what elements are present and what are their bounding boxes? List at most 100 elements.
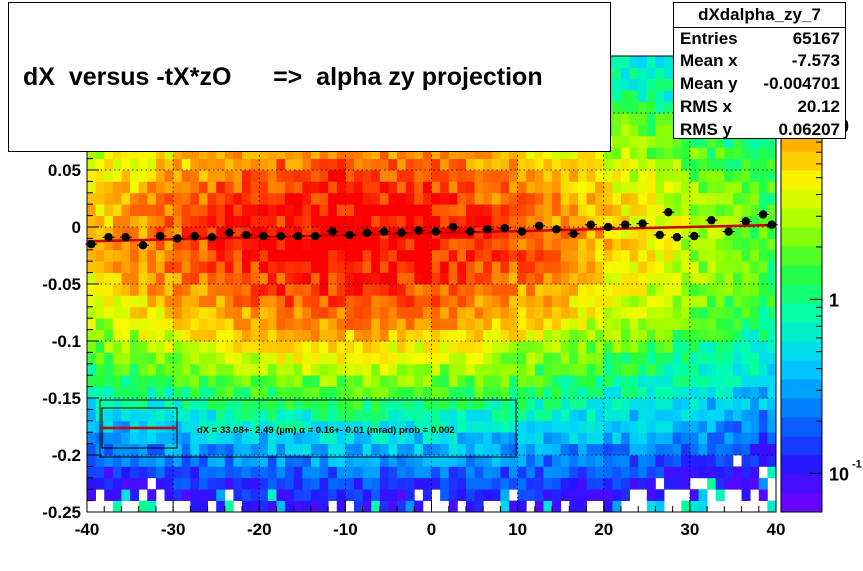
heatmap-cell (173, 375, 183, 387)
heatmap-cell (293, 398, 303, 410)
heatmap-cell (595, 261, 605, 273)
heatmap-cell (500, 227, 510, 239)
heatmap-cell (465, 215, 475, 228)
heatmap-cell (164, 181, 174, 194)
heatmap-cell (655, 375, 665, 387)
heatmap-cell (526, 318, 536, 330)
heatmap-cell (629, 204, 639, 216)
heatmap-cell (483, 352, 493, 365)
profile-point (758, 210, 768, 219)
heatmap-cell (569, 249, 579, 262)
heatmap-cell (629, 420, 639, 433)
heatmap-cell (560, 409, 570, 422)
heatmap-cell (414, 192, 424, 205)
heatmap-cell (646, 135, 656, 148)
heatmap-cell (224, 215, 234, 228)
heatmap-cell (336, 261, 346, 273)
profile-point (500, 223, 509, 233)
heatmap-cell (741, 398, 751, 410)
heatmap-cell (724, 238, 734, 251)
heatmap-cell (560, 386, 570, 399)
heatmap-cell (672, 181, 682, 194)
heatmap-cell (569, 443, 579, 456)
heatmap-cell (138, 477, 148, 490)
heatmap-cell (758, 147, 768, 159)
fit-legend-text: dX = 33.08+- 2.49 (µm) α = 0.16+- 0.01 (… (197, 425, 455, 436)
heatmap-cell (646, 261, 656, 273)
heatmap-cell (431, 341, 441, 353)
heatmap-cell (526, 329, 536, 342)
heatmap-cell (741, 147, 751, 159)
heatmap-cell (207, 409, 217, 422)
heatmap-cell (181, 215, 191, 228)
heatmap-cell (181, 261, 191, 273)
heatmap-cell (569, 272, 579, 285)
heatmap-cell (448, 352, 458, 365)
stats-row-rms-y: RMS y 0.06207 (680, 120, 840, 142)
heatmap-cell (603, 306, 613, 319)
heatmap-cell (767, 375, 777, 387)
heatmap-cell (371, 443, 381, 456)
heatmap-cell (698, 227, 708, 239)
heatmap-cell (741, 352, 751, 365)
heatmap-cell (259, 477, 269, 490)
heatmap-cell (121, 170, 131, 182)
heatmap-cell (509, 409, 519, 422)
heatmap-cell (285, 158, 295, 171)
heatmap-cell (474, 443, 484, 456)
heatmap-cell (448, 261, 458, 273)
heatmap-cell (620, 261, 630, 273)
color-scale-bin (781, 417, 822, 437)
heatmap-cell (577, 455, 587, 467)
heatmap-cell (250, 215, 260, 228)
heatmap-cell (715, 341, 725, 353)
heatmap-cell (509, 466, 519, 479)
heatmap-cell (267, 398, 277, 410)
heatmap-cell (681, 477, 691, 490)
heatmap-cell (543, 192, 553, 205)
heatmap-cell (259, 352, 269, 365)
heatmap-cell (147, 181, 157, 194)
heatmap-cell (164, 432, 174, 444)
heatmap-cell (612, 386, 622, 399)
heatmap-cell (664, 170, 674, 182)
heatmap-cell (646, 363, 656, 376)
heatmap-cell (509, 352, 519, 365)
heatmap-cell (345, 238, 355, 251)
heatmap-cell (620, 375, 630, 387)
heatmap-cell (612, 432, 622, 444)
heatmap-cell (147, 284, 157, 296)
heatmap-cell (267, 158, 277, 171)
profile-point (741, 217, 751, 226)
heatmap-cell (388, 352, 398, 365)
heatmap-cell (422, 329, 432, 342)
heatmap-cell (181, 227, 191, 239)
color-scale-label: 1 (829, 290, 839, 310)
heatmap-cell (371, 341, 381, 353)
heatmap-cell (293, 352, 303, 365)
heatmap-cell (758, 261, 768, 273)
heatmap-cell (414, 318, 424, 330)
heatmap-cell (431, 455, 441, 467)
heatmap-cell (612, 341, 622, 353)
heatmap-cell (707, 432, 717, 444)
heatmap-cell (112, 249, 122, 262)
color-scale-bin (781, 474, 822, 494)
heatmap-cell (509, 170, 519, 182)
heatmap-cell (586, 466, 596, 479)
heatmap-cell (767, 420, 777, 433)
heatmap-cell (595, 398, 605, 410)
heatmap-cell (198, 170, 208, 182)
heatmap-cell (560, 215, 570, 228)
heatmap-cell (474, 215, 484, 228)
heatmap-cell (207, 489, 217, 501)
heatmap-cell (250, 420, 260, 433)
heatmap-cell (552, 192, 562, 205)
heatmap-cell (569, 375, 579, 387)
heatmap-cell (267, 489, 277, 501)
heatmap-cell (620, 341, 630, 353)
heatmap-cell (293, 443, 303, 456)
heatmap-cell (750, 238, 760, 251)
heatmap-cell (95, 306, 105, 319)
heatmap-cell (216, 386, 226, 399)
